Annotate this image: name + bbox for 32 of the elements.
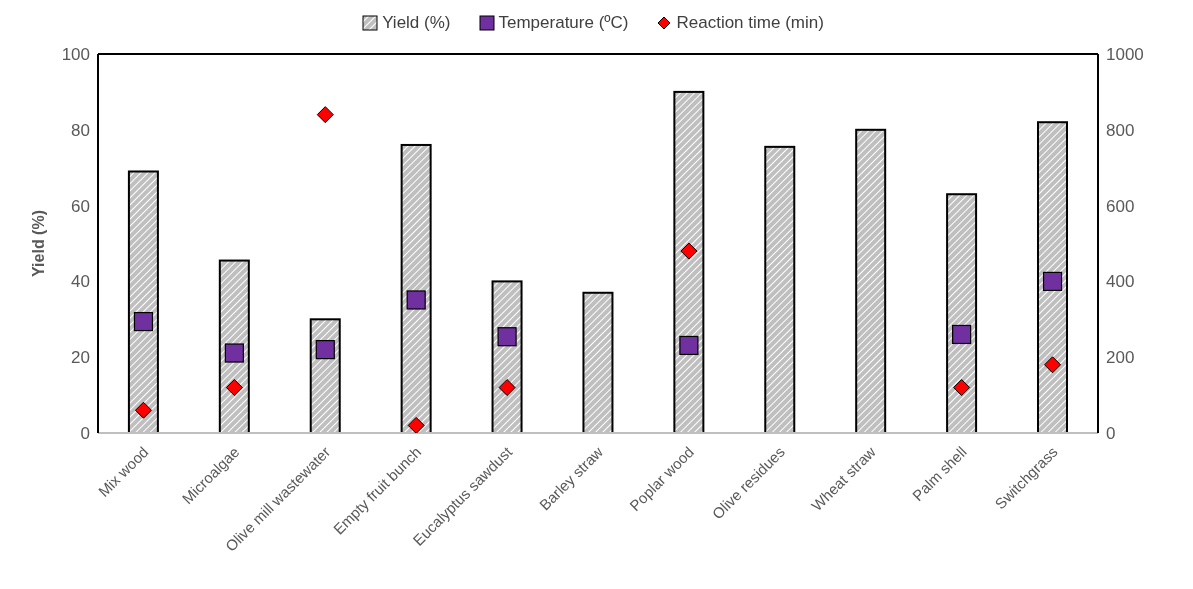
point bbox=[134, 401, 152, 419]
point bbox=[680, 242, 698, 260]
y-tick-label: 60 bbox=[71, 196, 90, 216]
y-tick-label: 20 bbox=[71, 348, 90, 368]
y2-tick-label: 200 bbox=[1106, 348, 1135, 368]
y2-tick-label: 400 bbox=[1106, 272, 1135, 292]
y2-tick-label: 800 bbox=[1106, 120, 1135, 140]
y-tick-label: 100 bbox=[61, 45, 90, 65]
y-axis-title: Yield (%) bbox=[29, 210, 47, 277]
point bbox=[952, 324, 972, 345]
y2-tick-label: 0 bbox=[1106, 424, 1116, 444]
y-tick-label: 0 bbox=[80, 424, 90, 444]
point bbox=[1042, 271, 1063, 291]
y-tick-label: 40 bbox=[71, 272, 90, 292]
y2-tick-label: 600 bbox=[1106, 196, 1135, 216]
point bbox=[679, 335, 699, 356]
legend-label: Temperature (ºC) bbox=[497, 13, 629, 33]
point bbox=[315, 340, 335, 360]
point bbox=[316, 106, 334, 124]
legend-label: Reaction time (min) bbox=[675, 13, 824, 33]
point bbox=[1044, 356, 1062, 374]
point bbox=[224, 343, 244, 363]
point bbox=[407, 416, 425, 433]
point bbox=[133, 311, 154, 332]
point bbox=[953, 379, 971, 397]
legend-label: Yield (%) bbox=[381, 13, 451, 33]
point bbox=[498, 379, 516, 397]
point bbox=[406, 290, 426, 310]
y2-tick-label: 1000 bbox=[1106, 45, 1144, 65]
point bbox=[225, 379, 243, 397]
point bbox=[497, 327, 517, 347]
y-tick-label: 80 bbox=[71, 120, 90, 140]
